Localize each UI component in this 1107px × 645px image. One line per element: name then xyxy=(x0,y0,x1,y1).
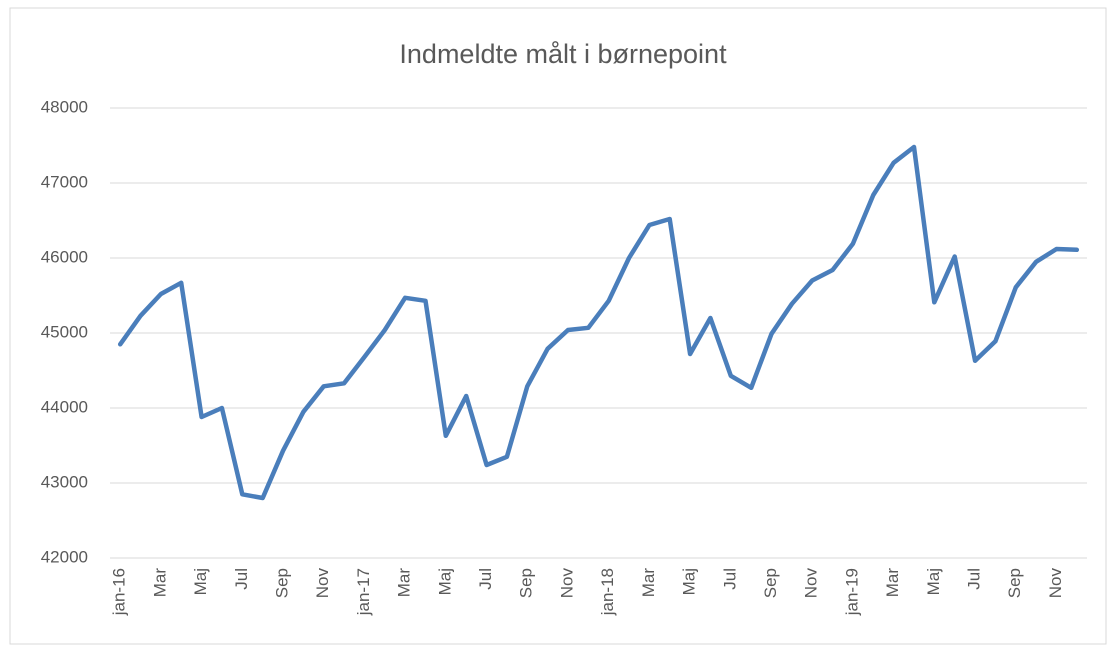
x-tick-label: Mar xyxy=(639,568,658,598)
x-tick-label: Jul xyxy=(232,568,251,590)
x-tick-label: jan-19 xyxy=(842,568,861,616)
x-tick-label: Maj xyxy=(680,568,699,595)
x-tick-label: Jul xyxy=(720,568,739,590)
x-tick-label: Sep xyxy=(272,568,291,598)
x-tick-label: Mar xyxy=(883,568,902,598)
x-tick-label: Sep xyxy=(761,568,780,598)
x-tick-label: Nov xyxy=(557,568,576,599)
x-tick-label: Jul xyxy=(965,568,984,590)
x-tick-label: Mar xyxy=(150,568,169,598)
x-tick-label: Mar xyxy=(395,568,414,598)
y-tick-label: 43000 xyxy=(41,472,88,491)
y-tick-label: 45000 xyxy=(41,322,88,341)
x-tick-label: jan-18 xyxy=(598,568,617,616)
x-tick-label: Nov xyxy=(1046,568,1065,599)
x-tick-label: Maj xyxy=(435,568,454,595)
x-tick-label: jan-17 xyxy=(354,568,373,616)
y-tick-label: 47000 xyxy=(41,172,88,191)
chart-frame xyxy=(9,7,1107,645)
x-tick-label: Nov xyxy=(313,568,332,599)
chart-title: Indmeldte målt i børnepoint xyxy=(399,39,727,69)
x-tick-label: Nov xyxy=(802,568,821,599)
x-tick-label: Jul xyxy=(476,568,495,590)
x-tick-label: Sep xyxy=(517,568,536,598)
y-tick-label: 48000 xyxy=(41,97,88,116)
x-tick-label: Maj xyxy=(191,568,210,595)
data-line xyxy=(117,144,1080,501)
y-tick-label: 42000 xyxy=(41,547,88,566)
x-tick-label: Sep xyxy=(1005,568,1024,598)
y-tick-label: 46000 xyxy=(41,247,88,266)
x-tick-label: jan-16 xyxy=(110,568,129,616)
y-tick-label: 44000 xyxy=(41,397,88,416)
x-tick-label: Maj xyxy=(924,568,943,595)
